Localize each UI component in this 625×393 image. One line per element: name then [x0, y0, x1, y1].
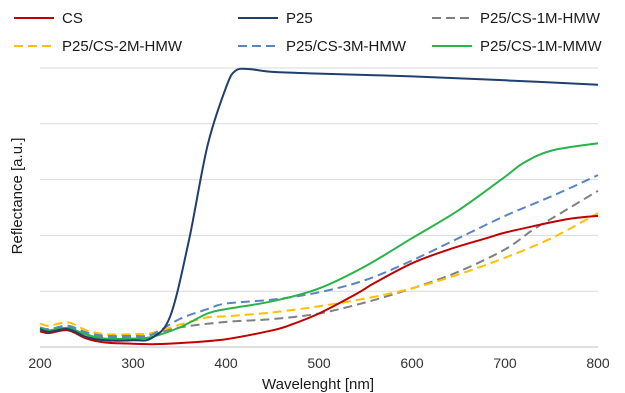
legend: CS P25 P25/CS-1M-HMW P25/CS-2M-HMW P25/CS-3M…: [14, 10, 603, 55]
series-line-p25-cs-3m-hmw: [39, 174, 599, 338]
legend-item-p25: P25: [238, 10, 313, 27]
x-tick-label: 500: [307, 355, 331, 371]
x-tick-label: 200: [28, 355, 52, 371]
grid-lines: [40, 67, 598, 292]
x-tick-label: 600: [400, 355, 424, 371]
legend-label: P25/CS-3M-HMW: [286, 38, 407, 55]
legend-label: CS: [62, 10, 83, 27]
series-layer: [39, 67, 599, 346]
x-tick-label: 800: [586, 355, 610, 371]
legend-item-p25-cs-1m-hmw: P25/CS-1M-HMW: [432, 10, 601, 27]
x-tick-labels: 200 300 400 500 600 700 800: [28, 355, 610, 371]
series-line-cs: [39, 214, 599, 346]
series-line-p25: [39, 67, 599, 342]
y-axis-title: Reflectance [a.u.]: [9, 138, 26, 255]
legend-label: P25/CS-2M-HMW: [62, 38, 183, 55]
series-line-p25-cs-1m-hmw: [39, 189, 599, 339]
series-line-p25-cs-1m-mmw: [39, 142, 599, 340]
legend-label: P25/CS-1M-HMW: [480, 10, 601, 27]
x-tick-label: 700: [493, 355, 517, 371]
legend-item-p25-cs-3m-hmw: P25/CS-3M-HMW: [238, 38, 407, 55]
series-line-p25-cs-2m-hmw: [39, 212, 599, 336]
x-axis-title: Wavelenght [nm]: [262, 376, 374, 393]
legend-label: P25: [286, 10, 313, 27]
x-tick-label: 300: [121, 355, 145, 371]
legend-item-p25-cs-2m-hmw: P25/CS-2M-HMW: [14, 38, 183, 55]
x-tick-label: 400: [214, 355, 238, 371]
legend-item-p25-cs-1m-mmw: P25/CS-1M-MMW: [432, 38, 603, 55]
legend-item-cs: CS: [14, 10, 83, 27]
legend-label: P25/CS-1M-MMW: [480, 38, 603, 55]
